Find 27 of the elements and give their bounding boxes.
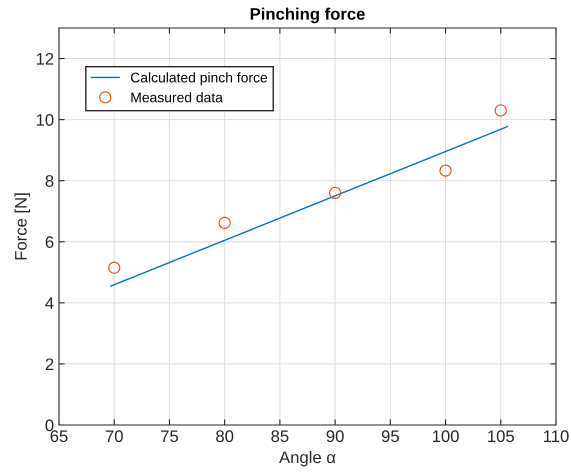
point	[218, 216, 231, 229]
y-tick-label: 12	[36, 52, 54, 65]
x-tick-label: 85	[271, 430, 288, 442]
y-tick-label: 8	[46, 175, 54, 187]
x-tick-label: 75	[161, 430, 178, 442]
x-tick-label: 70	[106, 430, 123, 442]
x-tick-label: 100	[432, 430, 459, 442]
y-tick-label: 0	[46, 419, 54, 432]
legend-label: Measured data	[131, 92, 223, 102]
y-tick-label: 6	[46, 236, 54, 248]
point	[494, 104, 507, 117]
point	[108, 262, 120, 274]
y-tick-label: 4	[45, 297, 54, 309]
x-tick-label: 105	[488, 430, 514, 442]
x-tick-label: 95	[382, 430, 399, 442]
x-tick-label: 110	[544, 430, 569, 442]
legend-label: Calculated pinch force	[130, 72, 268, 86]
chart-title: Pinching force	[250, 8, 365, 24]
x-tick-label: 80	[216, 430, 234, 442]
y-tick-label: 2	[46, 358, 54, 370]
point	[329, 186, 342, 200]
x-tick-label: 90	[326, 430, 344, 442]
x-tick-label: 65	[50, 430, 68, 442]
y-axis-title: Force [N]	[14, 193, 30, 260]
y-tick-label: 10	[36, 114, 54, 126]
point	[439, 164, 452, 177]
x-axis-title: Angle α	[279, 450, 336, 466]
